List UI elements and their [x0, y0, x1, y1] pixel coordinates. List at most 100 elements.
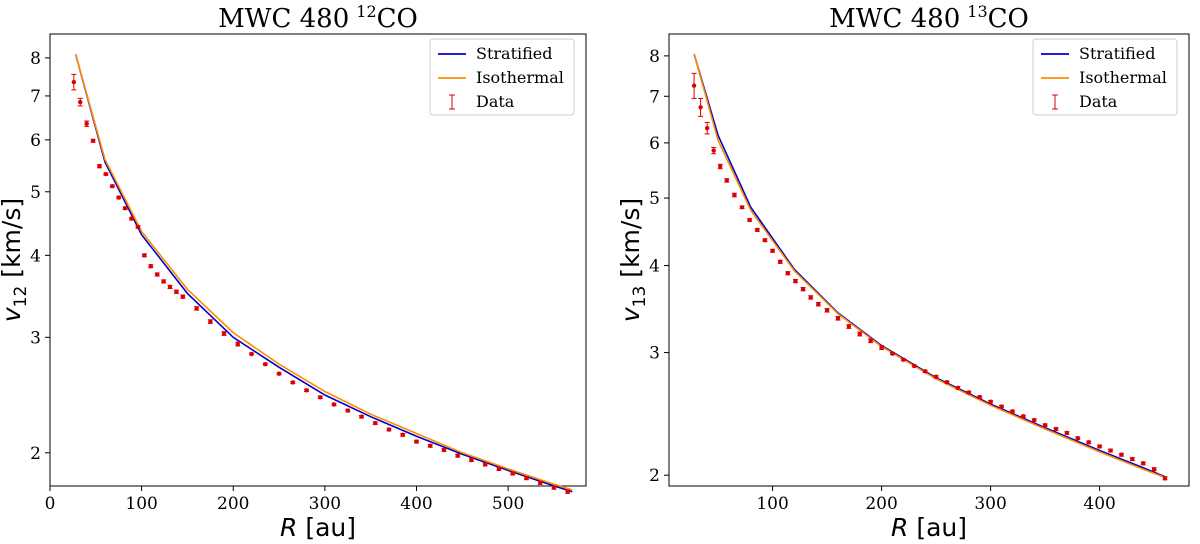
- y-tick-label: 7: [30, 87, 41, 107]
- y-axis-label: v13 [km/s]: [616, 198, 650, 322]
- data-point: [868, 338, 873, 343]
- data-point: [739, 205, 745, 210]
- data-point: [551, 485, 557, 490]
- data-point: [469, 457, 474, 463]
- y-axis-label-sub: 12: [11, 286, 31, 308]
- data-point: [1119, 452, 1124, 457]
- data-point: [537, 480, 543, 486]
- data-point: [155, 272, 160, 277]
- data-point: [1141, 461, 1146, 466]
- data-point: [400, 432, 405, 438]
- chart-title: MWC 480 12CO: [218, 2, 418, 34]
- data-point: [747, 217, 752, 223]
- data-point: [249, 351, 254, 357]
- data-point: [103, 171, 109, 177]
- data-point: [174, 289, 179, 294]
- data-point: [414, 439, 419, 444]
- data-point: [483, 462, 488, 467]
- data-point: [857, 331, 862, 337]
- y-tick-label: 8: [30, 49, 41, 69]
- chart-title-molecule: CO: [377, 4, 418, 34]
- data-point: [755, 227, 760, 233]
- y-axis-label-var: v: [0, 306, 26, 322]
- data-point: [704, 125, 710, 131]
- data-point: [793, 278, 798, 284]
- data-point: [194, 306, 199, 311]
- data-point: [1108, 448, 1113, 453]
- data-point: [90, 138, 96, 143]
- series-line-stratified: [74, 54, 573, 493]
- data-point: [785, 271, 791, 276]
- data-point: [1021, 414, 1026, 419]
- data-point: [901, 357, 906, 362]
- legend-label-isothermal: Isothermal: [476, 68, 564, 87]
- x-tick-label: 400: [400, 494, 432, 514]
- data-point: [110, 183, 115, 189]
- series-line-stratified: [693, 53, 1166, 478]
- y-axis-label-sub: 13: [630, 286, 650, 308]
- data-point: [455, 453, 460, 458]
- data-point: [732, 192, 737, 198]
- data-point: [208, 319, 213, 324]
- legend-label-stratified: Stratified: [476, 44, 553, 63]
- data-point: [718, 164, 723, 169]
- data-point: [524, 475, 529, 481]
- y-tick-label: 8: [649, 47, 660, 67]
- y-tick-label: 4: [649, 257, 660, 277]
- legend-box: [429, 38, 575, 116]
- data-point: [318, 395, 323, 400]
- data-point: [846, 324, 852, 329]
- x-tick-label: 200: [865, 494, 897, 514]
- y-tick-label: 2: [30, 444, 41, 464]
- data-point: [691, 83, 697, 88]
- y-tick-label: 7: [649, 87, 660, 107]
- y-tick-label: 3: [30, 328, 41, 348]
- x-axis-label-unit: [au]: [916, 513, 967, 542]
- data-point: [331, 402, 337, 407]
- chart-title: MWC 480 13CO: [829, 2, 1029, 34]
- y-tick-label: 4: [30, 246, 41, 266]
- data-point: [122, 205, 128, 211]
- y-axis-label-unit: [km/s]: [0, 198, 26, 278]
- y-tick-label: 2: [649, 466, 660, 486]
- data-point: [441, 447, 447, 453]
- legend-label-isothermal: Isothermal: [1079, 68, 1167, 87]
- data-point: [97, 163, 102, 169]
- data-point: [1042, 422, 1048, 428]
- data-point: [977, 394, 982, 400]
- y-axis-label: v12 [km/s]: [0, 198, 31, 322]
- panel-12co: MWC 48012CO01002003004005002345678R[au]v…: [0, 2, 587, 542]
- x-axis-label-var: R: [891, 513, 908, 542]
- data-point: [966, 390, 971, 395]
- data-point: [933, 374, 939, 379]
- x-tick-label: 300: [974, 494, 1006, 514]
- legend-box: [1032, 38, 1178, 116]
- data-point: [1162, 476, 1168, 481]
- data-point: [824, 308, 830, 313]
- data-point: [1064, 430, 1070, 436]
- data-point: [711, 148, 716, 153]
- data-point: [129, 216, 134, 221]
- data-point: [263, 361, 268, 367]
- data-point: [304, 388, 309, 393]
- data-point: [290, 380, 296, 385]
- data-point: [1075, 436, 1081, 441]
- data-point: [565, 489, 570, 494]
- legend-label-data: Data: [1079, 92, 1118, 111]
- y-tick-label: 5: [30, 183, 41, 203]
- data-point: [373, 420, 378, 426]
- data-point: [496, 466, 502, 472]
- y-tick-label: 3: [649, 344, 660, 364]
- data-point: [142, 253, 147, 258]
- data-point: [912, 363, 917, 369]
- x-tick-label: 300: [309, 494, 341, 514]
- y-axis-label-var: v: [616, 306, 645, 322]
- data-point: [879, 345, 884, 350]
- data-point: [1130, 456, 1135, 462]
- data-point: [698, 105, 703, 110]
- x-tick-label: 500: [492, 494, 524, 514]
- data-point: [161, 279, 166, 284]
- data-point: [777, 259, 783, 264]
- data-point: [988, 399, 993, 404]
